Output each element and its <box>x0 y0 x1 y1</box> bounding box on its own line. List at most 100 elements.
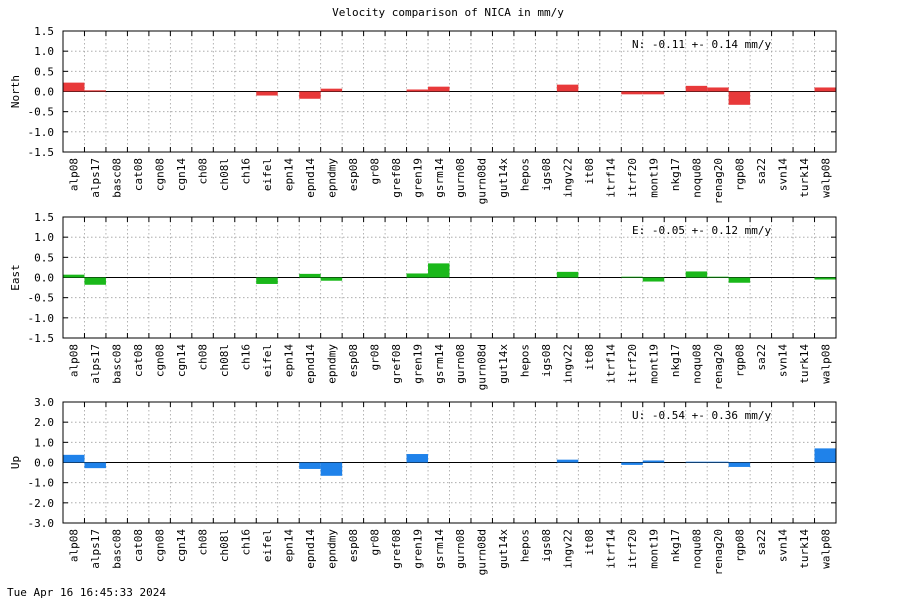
x-tick-label: gurn08d <box>476 529 489 575</box>
x-tick-label: svn14 <box>776 158 789 191</box>
y-tick-label: -0.5 <box>28 106 55 119</box>
bar-walp08 <box>814 277 836 280</box>
x-tick-label: epndmy <box>325 529 338 569</box>
x-tick-label: epn14 <box>282 344 295 377</box>
y-axis-label: Up <box>9 456 22 469</box>
bar-eifel <box>256 91 278 96</box>
panel-east: -1.5 -1.0 -0.5 0.0 0.5 1.0 1.5 E: -0.05 +- 0.12… <box>9 211 837 390</box>
x-tick-label: cgn14 <box>175 529 188 562</box>
x-tick-label: gurn08d <box>476 344 489 390</box>
x-tick-label: alps17 <box>89 344 102 384</box>
x-tick-label: alp08 <box>68 344 81 377</box>
x-tick-label: epn14 <box>282 529 295 562</box>
bar-noqu08 <box>685 271 708 278</box>
x-tick-label: igs08 <box>540 344 553 377</box>
x-tick-label: ch08l <box>218 529 231 562</box>
bar-ingv22 <box>556 84 579 92</box>
x-tick-label: gurn08 <box>454 529 467 569</box>
x-tick-label: cgn08 <box>154 529 167 562</box>
x-tick-label: ch16 <box>240 344 253 371</box>
bar-rgp08 <box>728 277 751 283</box>
x-tick-label: epnd14 <box>304 529 317 569</box>
x-tick-label: ingv22 <box>562 158 575 198</box>
bar-gren19 <box>406 454 429 463</box>
x-tick-label: basc08 <box>111 158 124 198</box>
x-tick-label: cat08 <box>132 158 145 191</box>
x-tick-label: renag20 <box>712 344 725 390</box>
y-tick-label: -1.0 <box>28 312 55 325</box>
timestamp-footer: Tue Apr 16 16:45:33 2024 <box>7 586 166 599</box>
x-tick-label: itrf14 <box>605 344 618 384</box>
x-tick-label: ch08 <box>197 529 210 556</box>
bar-eifel <box>256 277 278 284</box>
y-tick-label: 1.0 <box>34 231 54 244</box>
x-tick-label: itrf20 <box>626 344 639 384</box>
x-tick-label: gut14x <box>497 529 510 569</box>
x-tick-label: noqu08 <box>690 158 703 198</box>
y-tick-label: 0.5 <box>34 251 54 264</box>
x-tick-label: esp08 <box>347 529 360 562</box>
bar-walp08 <box>814 448 836 463</box>
x-tick-label: ingv22 <box>562 344 575 384</box>
bar-epnd14 <box>299 462 321 469</box>
y-tick-label: 2.0 <box>34 416 54 429</box>
x-tick-label: gren19 <box>411 158 424 198</box>
x-tick-label: itrf14 <box>605 529 618 569</box>
bar-noqu08 <box>685 85 708 92</box>
x-tick-label: nkg17 <box>669 158 682 191</box>
x-tick-label: hepos <box>519 158 532 191</box>
stats-annotation: E: -0.05 +- 0.12 mm/y <box>632 224 771 237</box>
bar-walp08 <box>814 87 836 92</box>
x-tick-label: ingv22 <box>562 529 575 569</box>
x-tick-label: igs08 <box>540 158 553 191</box>
x-tick-label: gren19 <box>411 344 424 384</box>
x-tick-label: it08 <box>583 344 596 371</box>
x-tick-label: alp08 <box>68 158 81 191</box>
bar-epnd14 <box>299 91 321 99</box>
x-tick-label: gren19 <box>411 529 424 569</box>
bar-gren19 <box>406 273 429 278</box>
bar-itrf20 <box>621 276 643 278</box>
y-tick-label: 1.0 <box>34 436 54 449</box>
y-tick-label: -1.0 <box>28 126 55 139</box>
x-tick-label: eifel <box>261 344 274 377</box>
x-tick-label: gref08 <box>390 158 403 198</box>
chart-title: Velocity comparison of NICA in mm/y <box>332 6 564 19</box>
x-tick-label: cat08 <box>132 529 145 562</box>
x-tick-label: mont19 <box>647 529 660 569</box>
bar-renag20 <box>707 461 729 463</box>
bar-alps17 <box>84 277 106 285</box>
x-tick-label: svn14 <box>776 529 789 562</box>
x-tick-label: gurn08 <box>454 344 467 384</box>
x-tick-label: svn14 <box>776 344 789 377</box>
x-tick-label: walp08 <box>819 158 832 198</box>
x-tick-label: turk14 <box>798 529 811 569</box>
plot-frame <box>62 30 837 153</box>
bar-gsrm14 <box>428 86 450 92</box>
x-tick-label: noqu08 <box>690 529 703 569</box>
y-tick-label: -1.5 <box>28 146 55 159</box>
x-tick-label: rgp08 <box>733 344 746 377</box>
panel-north: -1.5 -1.0 -0.5 0.0 0.5 1.0 1.5 N: -0.11 +- 0.14… <box>9 25 837 204</box>
x-tick-label: esp08 <box>347 344 360 377</box>
x-tick-label: epn14 <box>282 158 295 191</box>
x-tick-label: it08 <box>583 158 596 185</box>
bar-mont19 <box>642 91 665 95</box>
x-tick-label: ch08 <box>197 158 210 185</box>
bar-alp08 <box>63 274 85 278</box>
x-tick-label: noqu08 <box>690 344 703 384</box>
y-tick-label: 1.0 <box>34 45 54 58</box>
x-tick-label: eifel <box>261 529 274 562</box>
stats-annotation: N: -0.11 +- 0.14 mm/y <box>632 38 771 51</box>
x-tick-label: renag20 <box>712 158 725 204</box>
bar-ingv22 <box>556 271 579 278</box>
bar-gsrm14 <box>428 263 450 278</box>
x-tick-label: walp08 <box>819 529 832 569</box>
x-tick-label: gsrm14 <box>433 158 446 198</box>
x-tick-label: itrf20 <box>626 529 639 569</box>
x-tick-label: epndmy <box>325 158 338 198</box>
x-tick-label: cgn08 <box>154 158 167 191</box>
x-tick-label: turk14 <box>798 158 811 198</box>
x-tick-label: alp08 <box>68 529 81 562</box>
x-tick-label: cgn08 <box>154 344 167 377</box>
